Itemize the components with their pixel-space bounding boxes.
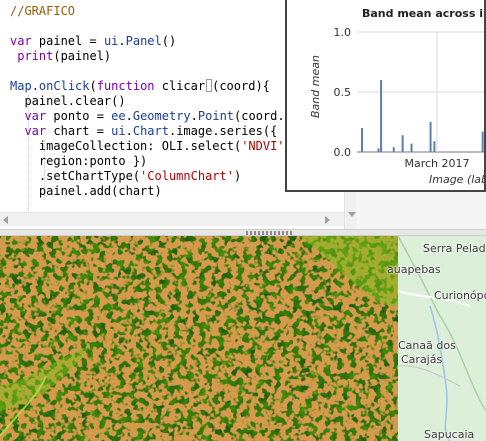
code-line[interactable]: Map.onClick(function clicar (coord){ — [10, 79, 292, 94]
splitter-grip-icon[interactable] — [246, 231, 292, 235]
code-token: Map — [10, 79, 32, 93]
code-token: (coord){ — [212, 79, 270, 93]
code-token — [10, 124, 24, 138]
code-token: (coord.l — [234, 109, 292, 123]
chart-y-tick-label: 1.0 — [334, 26, 352, 39]
chart-bar[interactable] — [401, 135, 404, 152]
chart-bar[interactable] — [361, 128, 363, 152]
code-token: . — [31, 79, 39, 93]
code-token: . — [125, 109, 133, 123]
chart-bar[interactable] — [392, 147, 395, 152]
place-label-serra-pelada: Serra Pelada — [423, 242, 486, 255]
chart-x-tick-label: March 2017 — [404, 157, 469, 170]
code-token: //GRAFICO — [10, 4, 76, 18]
chart-bar[interactable] — [377, 148, 380, 152]
code-line[interactable]: .setChartType('ColumnChart') — [10, 169, 292, 184]
code-token: 'ColumnChart' — [140, 169, 234, 183]
code-line[interactable]: var ponto = ee.Geometry.Point(coord.l — [10, 109, 292, 124]
chart-bar[interactable] — [481, 131, 484, 152]
code-token: var — [10, 34, 32, 48]
code-token: ( — [89, 79, 97, 93]
code-line[interactable]: print(painel) — [10, 49, 292, 64]
basemap-river — [429, 305, 451, 441]
code-token: imageCollection: OLI.select( — [10, 139, 242, 153]
place-label-parauapebas: auapebas — [387, 263, 441, 276]
code-line[interactable] — [10, 19, 292, 34]
code-line[interactable] — [10, 64, 292, 79]
place-label-sapucaia: Sapucaia — [424, 428, 475, 441]
ndvi-map-layer[interactable] — [0, 236, 486, 441]
code-token: function — [96, 79, 155, 93]
code-line[interactable]: imageCollection: OLI.select('NDVI') — [10, 139, 292, 154]
code-token: Chart — [132, 124, 169, 138]
text-cursor — [206, 79, 213, 92]
chart-y-tick-label: 0.5 — [334, 86, 352, 99]
code-token: .image.series({ — [168, 124, 278, 138]
chart-y-tick-label: 0.0 — [334, 146, 352, 159]
code-token: ui — [103, 34, 119, 48]
basemap-area — [398, 236, 486, 441]
code-token: 'NDVI' — [241, 139, 285, 153]
code-token: . — [190, 109, 198, 123]
code-line[interactable]: region:ponto }) — [10, 154, 292, 169]
code-token: (painel) — [53, 49, 112, 63]
code-token: Point — [197, 109, 235, 123]
code-token: . — [118, 34, 126, 48]
code-line[interactable]: //GRAFICO — [10, 4, 292, 19]
code-token: onClick — [38, 79, 90, 93]
panel-splitter[interactable] — [0, 229, 486, 236]
code-token: ponto = — [46, 109, 112, 123]
chart-title: Band mean across ima — [362, 7, 486, 20]
code-token: chart = — [46, 124, 112, 138]
code-token: painel.clear() — [10, 94, 126, 108]
scroll-left-icon[interactable] — [3, 216, 8, 224]
code-token: .setChartType( — [10, 169, 141, 183]
chart-y-axis-label: Band mean — [309, 55, 322, 118]
chart-bar[interactable] — [429, 122, 432, 152]
indent-guide — [44, 140, 45, 200]
code-token: . — [125, 124, 133, 138]
code-lines[interactable]: //GRAFICO var painel = ui.Panel() print(… — [10, 4, 292, 229]
code-token: clicar — [154, 79, 206, 93]
basemap-road — [397, 365, 461, 387]
horizontal-scrollbar[interactable] — [0, 212, 344, 226]
code-token: painel = — [31, 34, 104, 48]
code-token: () — [161, 34, 177, 48]
map-view[interactable]: Serra Pelada auapebas Curionópo Canaã do… — [0, 236, 486, 441]
code-token: var — [24, 124, 47, 138]
light-vegetation-area — [300, 236, 398, 306]
code-token: Panel — [125, 34, 162, 48]
place-label-canaa-dos-carajas: Canaã dos — [398, 339, 456, 352]
code-line[interactable]: painel.clear() — [10, 94, 292, 109]
basemap-road — [397, 236, 486, 412]
code-token: ui — [111, 124, 126, 138]
place-label-carajas: Carajás — [401, 353, 443, 366]
chart-x-axis-label: Image (labe — [429, 173, 486, 186]
code-line[interactable]: painel.add(chart) — [10, 184, 292, 199]
code-line[interactable]: var painel = ui.Panel() — [10, 34, 292, 49]
code-token — [10, 109, 24, 123]
code-token: region:ponto }) — [10, 154, 148, 168]
chart-bar[interactable] — [433, 141, 436, 152]
basemap-road — [397, 290, 471, 307]
ndvi-raster — [0, 236, 398, 441]
scroll-right-icon[interactable] — [325, 216, 330, 224]
scroll-down-icon[interactable] — [348, 212, 356, 217]
ndvi-column-chart: Band mean across ima Band mean Image (la… — [309, 7, 486, 186]
code-token: print — [10, 49, 54, 63]
code-token: var — [24, 109, 47, 123]
indent-guide — [28, 95, 29, 215]
chart-bar[interactable] — [410, 143, 413, 152]
code-token: ee — [111, 109, 126, 123]
chart-panel[interactable]: Band mean across ima Band mean Image (la… — [285, 0, 486, 192]
code-token: ) — [233, 169, 242, 183]
river-line — [0, 375, 47, 437]
place-label-curionopolis: Curionópo — [434, 289, 486, 302]
code-token: painel.add(chart) — [10, 184, 162, 198]
code-token: Geometry — [132, 109, 191, 123]
code-line[interactable]: var chart = ui.Chart.image.series({ — [10, 124, 292, 139]
chart-bar[interactable] — [380, 80, 383, 152]
